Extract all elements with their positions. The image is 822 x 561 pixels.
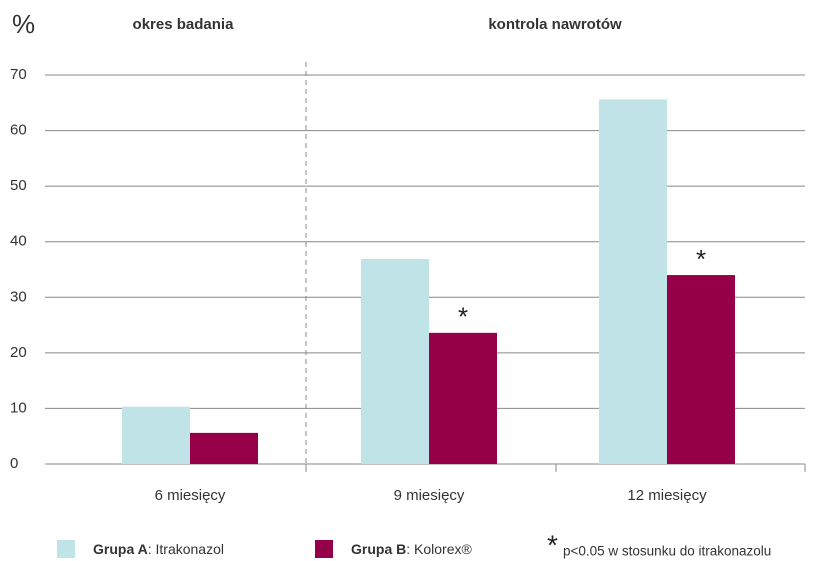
x-tick-label: 6 miesięcy <box>155 487 226 504</box>
legend-swatch <box>315 540 333 558</box>
legend-swatch <box>57 540 75 558</box>
y-tick-label: 20 <box>10 344 27 361</box>
y-tick-label: 10 <box>10 399 27 416</box>
y-tick-label: 40 <box>10 233 27 250</box>
y-tick-label: 50 <box>10 177 27 194</box>
legend-name: Grupa B <box>351 541 406 557</box>
legend-label: Grupa B: Kolorex® <box>351 541 472 557</box>
x-tick-label: 9 miesięcy <box>394 487 465 504</box>
legend-label: Grupa A: Itrakonazol <box>93 541 224 557</box>
y-tick-label: 0 <box>10 455 18 472</box>
legend-note: p<0.05 w stosunku do itrakonazolu <box>563 544 771 559</box>
significance-marker: * <box>696 244 706 274</box>
y-tick-label: 60 <box>10 122 27 139</box>
legend-name: Grupa A <box>93 541 148 557</box>
bar <box>190 432 258 464</box>
section-title: okres badania <box>133 16 235 33</box>
y-axis-label: % <box>12 9 35 39</box>
bar <box>429 332 497 464</box>
x-tick-label: 12 miesięcy <box>627 487 707 504</box>
bar <box>122 406 190 464</box>
section-title: kontrola nawrotów <box>488 16 622 33</box>
bar <box>667 275 735 464</box>
y-tick-label: 70 <box>10 66 27 83</box>
legend-detail: : Kolorex® <box>406 541 472 557</box>
bar <box>361 258 429 464</box>
legend-detail: : Itrakonazol <box>148 541 224 557</box>
significance-marker: * <box>458 302 468 332</box>
y-tick-label: 30 <box>10 288 27 305</box>
legend-symbol: * <box>547 529 558 560</box>
bar <box>599 99 667 465</box>
